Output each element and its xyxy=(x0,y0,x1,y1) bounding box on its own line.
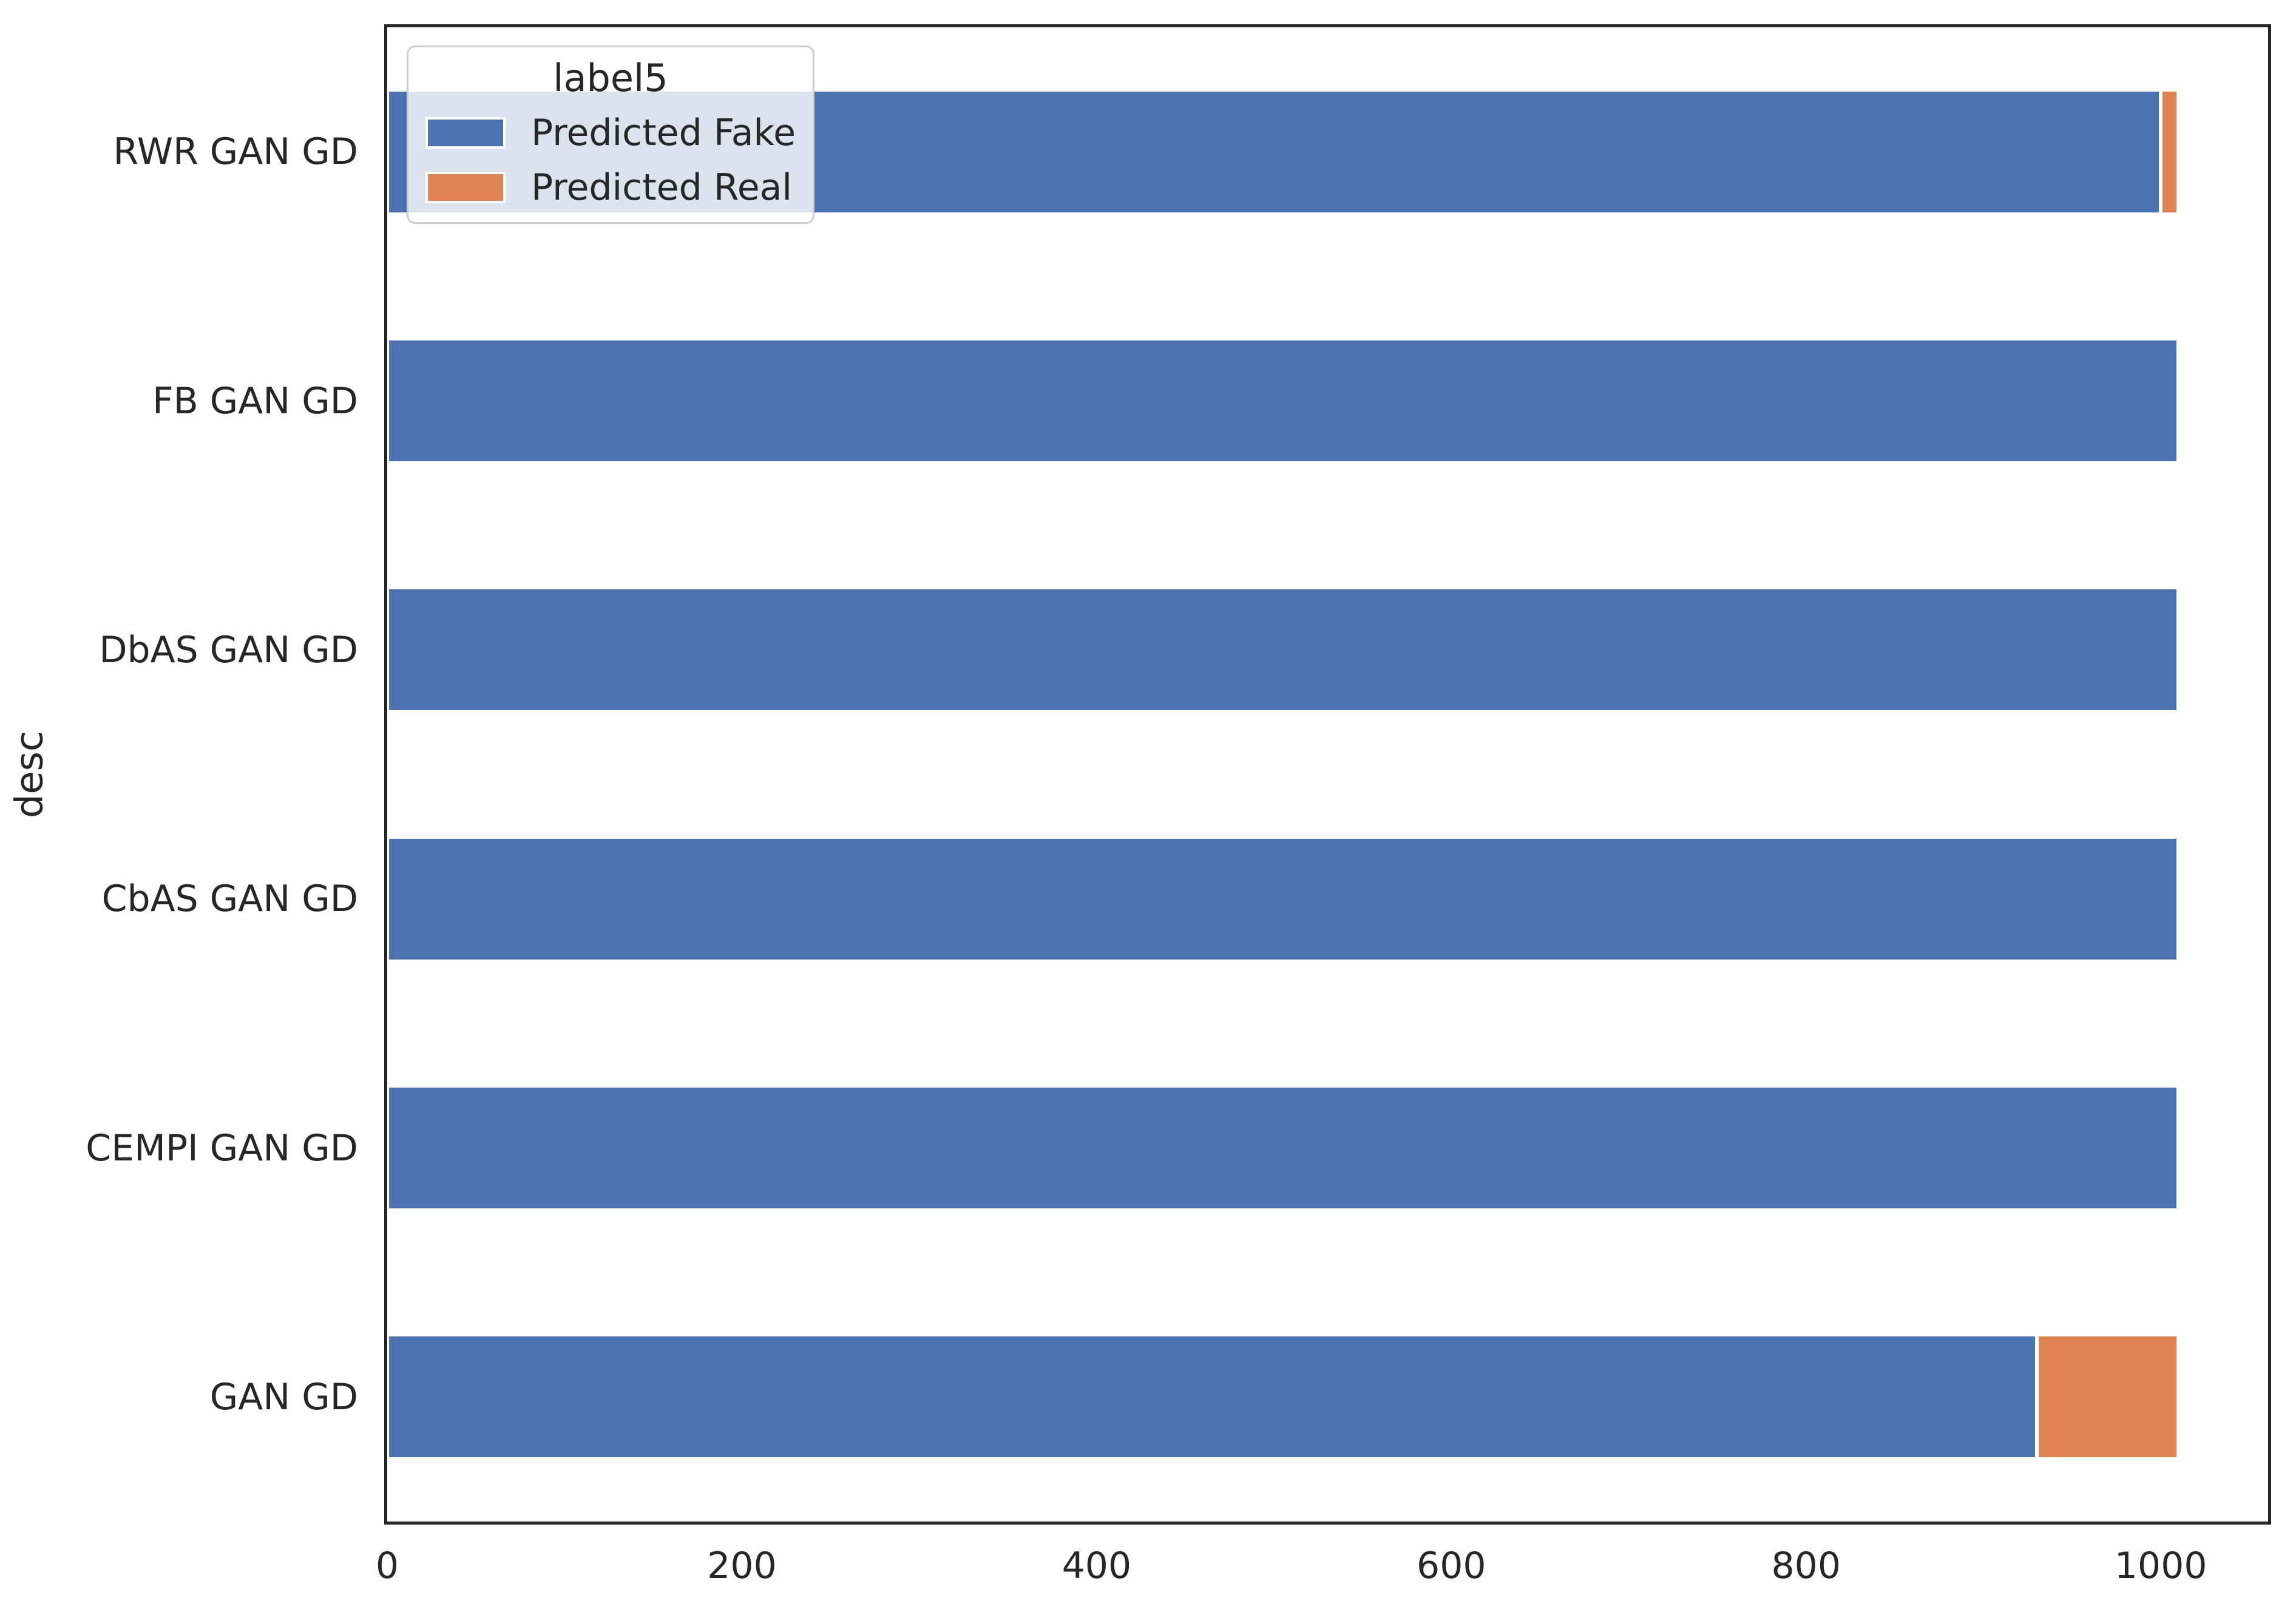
bar-segment-predicted-fake xyxy=(387,836,2179,961)
legend-title: label5 xyxy=(553,56,668,100)
xtick-label-600: 600 xyxy=(1417,1545,1486,1587)
xtick-label-0: 0 xyxy=(375,1545,399,1587)
legend-row-predicted-real: Predicted Real xyxy=(408,165,813,210)
xtick-label-200: 200 xyxy=(707,1545,777,1587)
xtick-label-1000: 1000 xyxy=(2114,1545,2207,1587)
bar-segment-predicted-fake xyxy=(387,587,2179,713)
x-tick-labels: 0 200 400 600 800 1000 xyxy=(376,1543,2268,1597)
legend-label-predicted-real: Predicted Real xyxy=(531,166,793,209)
stacked-bar xyxy=(387,1335,2268,1460)
ytick-label-fb-gan-gd: FB GAN GD xyxy=(152,379,358,422)
legend-entries: Predicted Fake Predicted Real xyxy=(408,110,813,210)
ytick-label-gan-gd: GAN GD xyxy=(209,1375,358,1418)
legend-row-predicted-fake: Predicted Fake xyxy=(408,110,813,155)
bar-row-dbas-gan-gd xyxy=(387,526,2268,774)
bar-segment-predicted-fake xyxy=(387,338,2179,463)
ytick-label-dbas-gan-gd: DbAS GAN GD xyxy=(99,628,358,671)
stacked-bar xyxy=(387,587,2268,713)
plot-area: label5 Predicted Fake Predicted Real xyxy=(384,24,2271,1525)
bar-segment-predicted-real xyxy=(2161,89,2179,214)
legend-swatch-predicted-fake xyxy=(425,117,506,149)
legend-label-predicted-fake: Predicted Fake xyxy=(531,112,796,154)
legend: label5 Predicted Fake Predicted Real xyxy=(407,46,814,224)
xtick-label-800: 800 xyxy=(1771,1545,1841,1587)
stacked-bar xyxy=(387,836,2268,961)
stacked-bar xyxy=(387,1085,2268,1210)
bar-segment-predicted-fake xyxy=(387,1085,2179,1210)
bar-segment-predicted-fake xyxy=(387,1335,2037,1460)
bar-segment-predicted-real xyxy=(2036,1335,2179,1460)
y-tick-labels: RWR GAN GD FB GAN GD DbAS GAN GD CbAS GAN G… xyxy=(0,27,358,1522)
bar-row-fb-gan-gd xyxy=(387,276,2268,525)
ytick-label-rwr-gan-gd: RWR GAN GD xyxy=(113,130,358,174)
ytick-label-cbas-gan-gd: CbAS GAN GD xyxy=(101,878,358,921)
xtick-label-400: 400 xyxy=(1062,1545,1132,1587)
bar-row-gan-gd xyxy=(387,1273,2268,1522)
bars-layer xyxy=(387,27,2268,1522)
ytick-label-cempi-gan-gd: CEMPI GAN GD xyxy=(86,1126,358,1170)
legend-swatch-predicted-real xyxy=(425,172,506,203)
bar-row-cempi-gan-gd xyxy=(387,1023,2268,1272)
stacked-bar xyxy=(387,338,2268,463)
bar-row-cbas-gan-gd xyxy=(387,774,2268,1023)
